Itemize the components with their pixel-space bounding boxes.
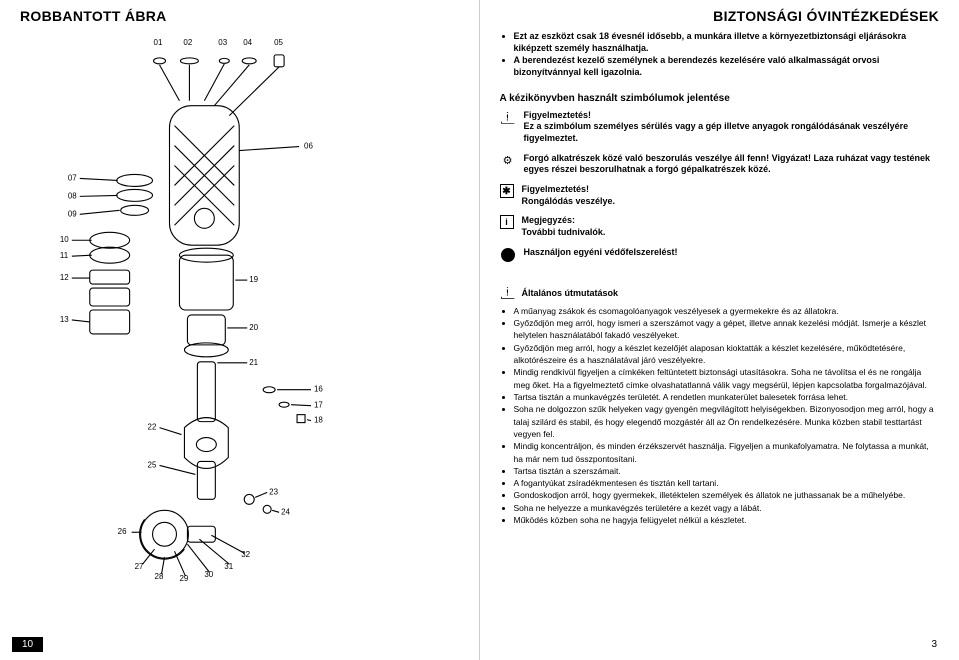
svg-text:28: 28: [155, 572, 164, 581]
exploded-diagram: 01 02 03 04 05 06: [20, 30, 459, 590]
symbol-row: Forgó alkatrészek közé való beszorulás v…: [500, 153, 940, 176]
symbol-title: Figyelmeztetés!: [522, 184, 616, 196]
page-right: BIZTONSÁGI ÓVINTÉZKEDÉSEK Ezt az eszközt…: [480, 0, 959, 660]
general-item: Győződjön meg arról, hogy ismeri a szers…: [514, 317, 940, 342]
svg-text:06: 06: [304, 142, 313, 151]
svg-text:02: 02: [183, 38, 192, 47]
general-item: Működés közben soha ne hagyja felügyelet…: [514, 514, 940, 526]
general-item: Mindig rendkívül figyeljen a címkéken fe…: [514, 366, 940, 391]
svg-text:26: 26: [118, 527, 127, 536]
general-item: A műanyag zsákok és csomagolóanyagok ves…: [514, 305, 940, 317]
warning-triangle-icon: [500, 285, 516, 301]
symbol-title: Figyelmeztetés!: [524, 110, 940, 122]
general-heading-row: Általános útmutatások: [500, 285, 940, 301]
svg-text:19: 19: [249, 275, 258, 284]
svg-text:17: 17: [314, 401, 323, 410]
symbol-body: Ez a szimbólum személyes sérülés vagy a …: [524, 121, 940, 144]
svg-text:13: 13: [60, 315, 69, 324]
right-title: BIZTONSÁGI ÓVINTÉZKEDÉSEK: [500, 8, 940, 24]
svg-text:11: 11: [60, 251, 69, 260]
svg-text:21: 21: [249, 358, 258, 367]
symbol-title: Megjegyzés:: [522, 215, 606, 227]
svg-text:05: 05: [274, 38, 283, 47]
general-item: Soha ne dolgozzon szűk helyeken vagy gye…: [514, 403, 940, 440]
svg-text:29: 29: [179, 574, 188, 583]
svg-text:10: 10: [60, 235, 69, 244]
svg-text:25: 25: [148, 460, 157, 469]
symbol-body: Használjon egyéni védőfelszerelést!: [524, 247, 678, 259]
svg-text:20: 20: [249, 323, 258, 332]
general-heading: Általános útmutatások: [522, 288, 619, 298]
svg-text:16: 16: [314, 385, 323, 394]
svg-text:08: 08: [68, 191, 77, 200]
general-item: Soha ne helyezze a munkavégzés területér…: [514, 502, 940, 514]
general-list: A műanyag zsákok és csomagolóanyagok ves…: [500, 305, 940, 527]
intro-item: Ezt az eszközt csak 18 évesnél idősebb, …: [514, 30, 940, 54]
svg-text:09: 09: [68, 209, 77, 218]
svg-text:12: 12: [60, 273, 69, 282]
ppe-icon: [500, 247, 516, 263]
rotating-parts-icon: [500, 153, 516, 169]
intro-item: A berendezést kezelő személynek a berend…: [514, 54, 940, 78]
page-left: ROBBANTOTT ÁBRA 01 02 03 04 05: [0, 0, 480, 660]
svg-text:03: 03: [218, 38, 227, 47]
svg-text:22: 22: [148, 423, 157, 432]
general-item: Mindig koncentráljon, és minden érzéksze…: [514, 440, 940, 465]
svg-text:24: 24: [281, 507, 290, 516]
general-item: Tartsa tisztán a munkavégzés területét. …: [514, 391, 940, 403]
info-icon: [500, 215, 514, 229]
page-number-left: 10: [12, 637, 43, 652]
damage-warning-icon: [500, 184, 514, 198]
svg-text:32: 32: [241, 550, 250, 559]
general-item: Győződjön meg arról, hogy a készlet keze…: [514, 342, 940, 367]
general-item: Gondoskodjon arról, hogy gyermekek, ille…: [514, 489, 940, 501]
symbol-body: Rongálódás veszélye.: [522, 196, 616, 208]
svg-text:23: 23: [269, 487, 278, 496]
symbol-row: Használjon egyéni védőfelszerelést!: [500, 247, 940, 263]
svg-text:04: 04: [243, 38, 252, 47]
symbol-row: Megjegyzés: További tudnivalók.: [500, 215, 940, 238]
symbol-body: További tudnivalók.: [522, 227, 606, 239]
svg-text:07: 07: [68, 173, 77, 182]
left-title: ROBBANTOTT ÁBRA: [20, 8, 459, 24]
symbol-body: Forgó alkatrészek közé való beszorulás v…: [524, 153, 940, 176]
page-number-right: 3: [921, 637, 947, 652]
symbol-row: Figyelmeztetés! Rongálódás veszélye.: [500, 184, 940, 207]
symbol-row: Figyelmeztetés! Ez a szimbólum személyes…: [500, 110, 940, 145]
svg-text:01: 01: [154, 38, 163, 47]
warning-triangle-icon: [500, 110, 516, 126]
exploded-svg: 01 02 03 04 05 06: [20, 30, 459, 590]
svg-text:18: 18: [314, 416, 323, 425]
general-item: A fogantyúkat zsíradékmentesen és tisztá…: [514, 477, 940, 489]
intro-list: Ezt az eszközt csak 18 évesnél idősebb, …: [500, 30, 940, 79]
symbols-heading: A kézikönyvben használt szimbólumok jele…: [500, 93, 940, 104]
general-item: Tartsa tisztán a szerszámait.: [514, 465, 940, 477]
